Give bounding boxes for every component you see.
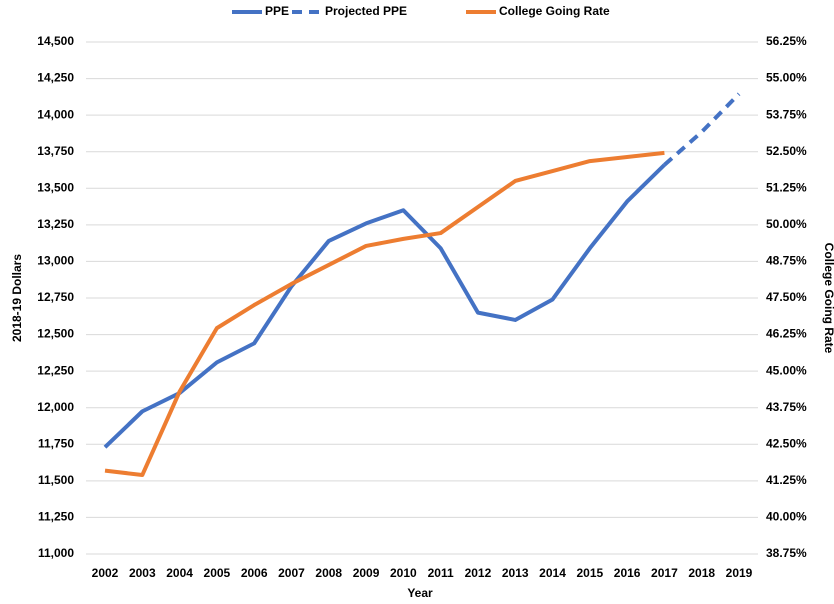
y2-tick-label: 55.00% [766,71,807,85]
y-tick-label: 13,750 [37,144,74,158]
y-tick-label: 11,500 [38,473,74,487]
x-tick-label: 2010 [390,566,417,580]
y-tick-label: 14,000 [37,107,74,121]
y2-tick-label: 50.00% [766,217,807,231]
x-tick-label: 2004 [166,566,193,580]
line-series [663,92,741,167]
y-tick-label: 13,250 [37,217,74,231]
y2-tick-label: 51.25% [766,180,807,194]
y2-tick-label: 42.50% [766,436,807,450]
y-tick-label: 11,750 [38,436,74,450]
x-tick-label: 2017 [651,566,678,580]
x-tick-label: 2012 [465,566,492,580]
y2-tick-label: 52.50% [766,144,807,158]
x-tick-label: 2002 [92,566,119,580]
y-tick-label: 12,750 [37,290,74,304]
y2-axis-title: College Going Rate [822,243,834,354]
y-tick-label: 11,000 [38,546,74,560]
y2-tick-label: 46.25% [766,327,807,341]
x-tick-label: 2008 [315,566,342,580]
y2-tick-label: 47.50% [766,290,807,304]
x-tick-label: 2006 [241,566,268,580]
y-tick-label: 14,500 [37,34,74,48]
x-tick-label: 2009 [353,566,380,580]
y-tick-label: 11,250 [38,510,74,524]
y2-tick-label: 43.75% [766,400,807,414]
x-tick-label: 2003 [129,566,156,580]
line-series [104,150,665,478]
y2-tick-label: 38.75% [766,546,807,560]
y-tick-label: 14,250 [37,71,74,85]
y-tick-label: 12,250 [37,363,74,377]
y-tick-label: 12,500 [37,327,74,341]
x-tick-label: 2019 [726,566,753,580]
y-tick-label: 13,000 [37,254,74,268]
x-tick-label: 2005 [204,566,231,580]
y2-tick-label: 48.75% [766,254,807,268]
line-series [103,163,666,449]
y-axis-title: 2018-19 Dollars [10,254,24,342]
y2-tick-label: 41.25% [766,473,807,487]
x-tick-label: 2007 [278,566,305,580]
x-tick-label: 2018 [688,566,715,580]
x-tick-label: 2016 [614,566,641,580]
x-tick-label: 2013 [502,566,529,580]
y2-tick-label: 40.00% [766,510,807,524]
legend-label: Projected PPE [325,4,407,18]
y-tick-label: 13,500 [37,180,74,194]
x-tick-label: 2011 [428,566,454,580]
y2-tick-label: 45.00% [766,363,807,377]
x-tick-label: 2014 [539,566,566,580]
y2-tick-label: 53.75% [766,107,807,121]
x-tick-label: 2015 [576,566,603,580]
x-axis-title: Year [407,586,433,600]
y2-tick-label: 56.25% [766,34,807,48]
legend-label: College Going Rate [499,4,610,18]
legend-label: PPE [265,4,289,18]
y-tick-label: 12,000 [37,400,74,414]
